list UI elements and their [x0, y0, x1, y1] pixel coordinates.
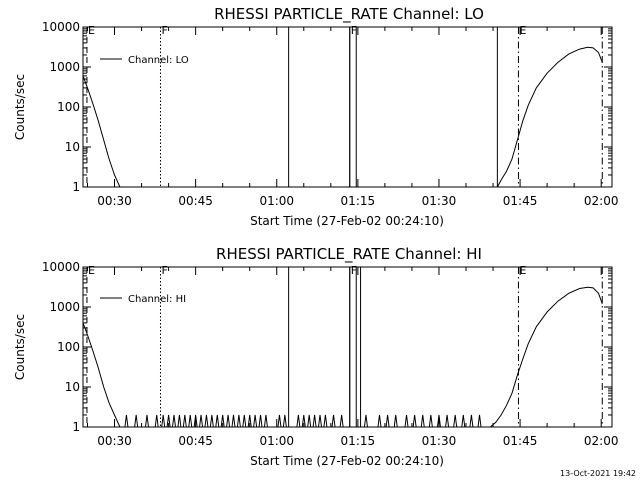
flag-marker-label-lo: E: [88, 24, 95, 37]
noise-spike-hi: [242, 414, 247, 428]
noise-spike-hi: [461, 414, 466, 428]
noise-spike-hi: [412, 414, 417, 428]
noise-spike-hi: [199, 414, 204, 428]
noise-spike-hi: [393, 414, 398, 428]
y-tick-label-hi: 1: [72, 420, 80, 434]
x-tick-label-hi: 01:00: [259, 434, 294, 448]
y-tick-label-lo: 10000: [42, 20, 80, 34]
noise-spike-hi: [404, 414, 409, 428]
x-tick-label-hi: 01:45: [503, 434, 538, 448]
x-tick-label-lo: 01:45: [503, 194, 538, 208]
noise-spike-hi: [172, 414, 177, 428]
noise-spike-hi: [301, 414, 306, 428]
noise-spike-hi: [307, 414, 312, 428]
noise-spike-hi: [385, 414, 390, 428]
noise-spike-hi: [469, 414, 474, 428]
series-line-hi: [489, 286, 603, 428]
y-tick-label-lo: 1: [72, 180, 80, 194]
x-tick-label-hi: 01:15: [341, 434, 376, 448]
noise-spike-hi: [161, 414, 166, 428]
noise-spike-hi: [231, 414, 236, 428]
y-tick-label-hi: 10000: [42, 260, 80, 274]
x-tick-label-lo: 02:00: [584, 194, 619, 208]
y-tick-label-lo: 10: [65, 140, 80, 154]
noise-spike-hi: [436, 414, 441, 428]
flag-marker-label-hi: F: [161, 264, 167, 277]
x-tick-label-lo: 01:00: [259, 194, 294, 208]
noise-spike-hi: [204, 414, 209, 428]
x-tick-label-lo: 01:15: [341, 194, 376, 208]
flag-marker-label-hi: E: [519, 264, 526, 277]
noise-spike-hi: [477, 414, 482, 428]
noise-spike-hi: [166, 414, 171, 428]
noise-spike-hi: [124, 414, 129, 428]
y-tick-label-hi: 10: [65, 380, 80, 394]
flag-marker-label-hi: E: [88, 264, 95, 277]
noise-spike-hi: [236, 414, 241, 428]
y-tick-label-lo: 100: [57, 100, 80, 114]
flag-marker-label-hi: F: [351, 264, 357, 277]
plot-frame-lo: [82, 26, 613, 188]
series-line-hi: [82, 322, 121, 428]
noise-spike-hi: [154, 414, 159, 428]
series-line-lo: [496, 46, 603, 188]
noise-spike-hi: [377, 414, 382, 428]
noise-spike-hi: [177, 414, 182, 428]
x-tick-label-hi: 01:30: [422, 434, 457, 448]
noise-spike-hi: [312, 414, 317, 428]
x-tick-label-hi: 00:45: [178, 434, 213, 448]
timestamp: 13-Oct-2021 19:42: [560, 469, 636, 478]
noise-spike-hi: [277, 414, 282, 428]
plot-frame-hi: [82, 266, 613, 428]
noise-spike-hi: [226, 414, 231, 428]
x-tick-label-hi: 00:30: [97, 434, 132, 448]
x-tick-label-lo: 01:30: [422, 194, 457, 208]
panel-lo: RHESSI PARTICLE_RATE Channel: LO Counts/…: [13, 5, 618, 228]
noise-spike-hi: [453, 414, 458, 428]
flag-marker-label-lo: E: [519, 24, 526, 37]
flag-marker-label-lo: F: [161, 24, 167, 37]
noise-spike-hi: [253, 414, 258, 428]
noise-spike-hi: [209, 414, 214, 428]
y-axis-label-lo: Counts/sec: [13, 74, 27, 140]
x-tick-label-lo: 00:45: [178, 194, 213, 208]
y-tick-label-lo: 1000: [49, 60, 80, 74]
noise-spike-hi: [220, 414, 225, 428]
noise-spike-hi: [282, 414, 287, 428]
x-tick-label-hi: 02:00: [584, 434, 619, 448]
x-axis-label-lo: Start Time (27-Feb-02 00:24:10): [250, 214, 444, 228]
noise-spike-hi: [193, 414, 198, 428]
x-axis-label-hi: Start Time (27-Feb-02 00:24:10): [250, 454, 444, 468]
noise-spike-hi: [144, 414, 149, 428]
noise-spike-hi: [258, 414, 263, 428]
y-axis-label-hi: Counts/sec: [13, 314, 27, 380]
noise-spike-hi: [445, 414, 450, 428]
noise-spike-hi: [296, 414, 301, 428]
series-line-lo: [82, 75, 121, 188]
noise-spike-hi: [263, 414, 268, 428]
legend-entry-lo: Channel: LO: [128, 55, 189, 66]
y-tick-label-hi: 1000: [49, 300, 80, 314]
noise-spike-hi: [215, 414, 220, 428]
noise-spike-hi: [420, 414, 425, 428]
noise-spike-hi: [134, 414, 139, 428]
noise-spike-hi: [188, 414, 193, 428]
noise-spike-hi: [247, 414, 252, 428]
noise-spike-hi: [182, 414, 187, 428]
legend-entry-hi: Channel: HI: [128, 294, 186, 305]
chart-title-lo: RHESSI PARTICLE_RATE Channel: LO: [214, 5, 484, 24]
noise-spike-hi: [428, 414, 433, 428]
noise-spike-hi: [339, 414, 344, 428]
x-tick-label-lo: 00:30: [97, 194, 132, 208]
noise-spike-hi: [331, 414, 336, 428]
noise-spike-hi: [323, 414, 328, 428]
noise-spike-hi: [363, 414, 368, 428]
panel-hi: RHESSI PARTICLE_RATE Channel: HI Counts/…: [13, 245, 618, 468]
y-tick-label-hi: 100: [57, 340, 80, 354]
chart-title-hi: RHESSI PARTICLE_RATE Channel: HI: [216, 245, 482, 264]
flag-marker-label-lo: F: [351, 24, 357, 37]
noise-spike-hi: [318, 414, 323, 428]
